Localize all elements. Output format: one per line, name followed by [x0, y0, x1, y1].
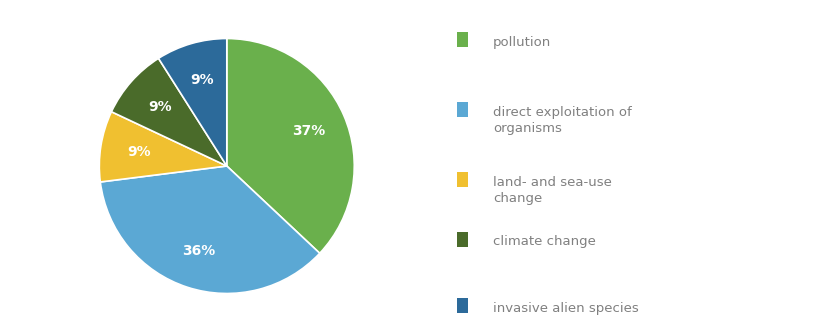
Text: 37%: 37% — [292, 124, 325, 137]
FancyBboxPatch shape — [457, 102, 468, 117]
Text: 9%: 9% — [190, 73, 213, 87]
Text: pollution: pollution — [493, 36, 552, 49]
Text: direct exploitation of
organisms: direct exploitation of organisms — [493, 106, 632, 135]
Wedge shape — [99, 112, 227, 182]
Wedge shape — [159, 39, 227, 166]
Text: invasive alien species: invasive alien species — [493, 302, 639, 315]
FancyBboxPatch shape — [457, 32, 468, 47]
FancyBboxPatch shape — [457, 232, 468, 246]
Text: 36%: 36% — [182, 244, 216, 258]
Text: climate change: climate change — [493, 235, 596, 248]
Wedge shape — [112, 58, 227, 166]
Wedge shape — [100, 166, 320, 293]
FancyBboxPatch shape — [457, 298, 468, 313]
Text: 9%: 9% — [148, 100, 171, 114]
Wedge shape — [227, 39, 354, 253]
Text: 9%: 9% — [127, 145, 150, 159]
Text: land- and sea-use
change: land- and sea-use change — [493, 176, 612, 205]
FancyBboxPatch shape — [457, 172, 468, 187]
